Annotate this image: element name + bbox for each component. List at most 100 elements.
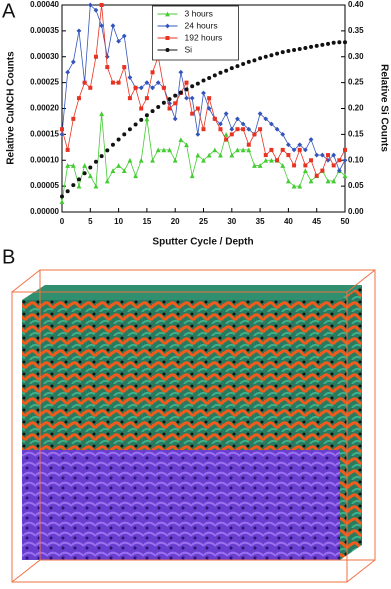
marker	[280, 50, 285, 55]
cube-front-lower	[22, 450, 340, 560]
marker	[201, 78, 206, 83]
marker	[292, 48, 297, 53]
marker	[246, 147, 252, 153]
marker	[275, 158, 280, 163]
marker	[65, 163, 71, 168]
x-tick-label: 25	[199, 217, 208, 226]
marker	[212, 147, 218, 153]
marker	[88, 85, 93, 90]
marker	[139, 106, 144, 111]
marker	[155, 147, 161, 153]
marker	[235, 147, 240, 153]
marker	[184, 95, 189, 101]
marker	[122, 65, 127, 70]
x-tick-label: 15	[142, 217, 151, 226]
marker	[195, 131, 201, 137]
x-tick-label: 10	[114, 217, 123, 226]
marker	[76, 183, 82, 189]
marker	[167, 97, 172, 102]
marker	[252, 163, 257, 168]
marker	[195, 152, 201, 158]
marker	[258, 127, 263, 132]
marker	[263, 153, 268, 158]
legend-label: 192 hours	[185, 32, 223, 42]
marker	[319, 152, 325, 158]
marker	[110, 23, 116, 29]
marker	[150, 70, 155, 75]
marker	[99, 111, 105, 117]
y2-tick-label: 0.20	[348, 104, 364, 113]
marker	[144, 113, 149, 118]
y2-tick-label: 0.10	[348, 155, 364, 164]
marker	[224, 137, 229, 142]
marker	[195, 106, 200, 111]
marker	[144, 96, 149, 101]
marker	[76, 96, 81, 101]
marker	[104, 178, 110, 184]
marker	[229, 66, 234, 71]
marker	[246, 142, 251, 147]
x-tick-label: 35	[256, 217, 265, 226]
marker	[235, 116, 240, 122]
marker	[331, 163, 336, 168]
x-tick-label: 5	[88, 217, 93, 226]
legend-label: 24 hours	[185, 20, 218, 30]
x-tick-label: 50	[341, 217, 350, 226]
marker	[138, 85, 144, 91]
marker	[274, 126, 280, 132]
marker	[184, 80, 189, 85]
marker	[303, 45, 308, 50]
marker	[343, 40, 347, 45]
marker	[116, 80, 121, 85]
marker	[263, 157, 269, 163]
marker	[314, 43, 319, 48]
marker	[269, 121, 274, 127]
marker	[302, 147, 308, 153]
marker	[59, 199, 65, 205]
marker	[110, 142, 115, 147]
marker	[201, 90, 206, 96]
marker	[320, 168, 325, 173]
marker	[165, 48, 170, 52]
marker	[87, 2, 93, 8]
marker	[144, 80, 150, 86]
marker	[150, 85, 155, 91]
marker	[218, 127, 223, 132]
marker	[235, 127, 240, 132]
marker	[167, 106, 172, 111]
marker	[195, 81, 200, 86]
y-tick-label: 0.00020	[30, 104, 59, 113]
marker	[342, 157, 348, 163]
marker	[309, 44, 314, 49]
marker	[156, 104, 161, 109]
marker	[116, 38, 121, 44]
y-tick-label: 0.00040	[30, 0, 59, 9]
volume-rendering	[11, 269, 376, 583]
marker	[207, 75, 212, 80]
marker	[308, 137, 314, 142]
marker	[76, 28, 82, 34]
marker	[165, 11, 170, 17]
marker	[320, 42, 325, 47]
y-axis-title: Relative CuNCH Counts	[6, 51, 17, 165]
marker	[331, 40, 336, 45]
marker	[314, 173, 319, 178]
y2-axis-title: Relative Si Counts	[378, 64, 389, 152]
marker	[76, 177, 81, 182]
marker	[189, 173, 195, 179]
marker	[240, 121, 246, 127]
marker	[269, 157, 274, 163]
marker	[82, 80, 87, 85]
marker	[88, 165, 93, 170]
marker	[229, 152, 235, 158]
marker	[280, 131, 286, 137]
y-tick-label: 0.00000	[30, 207, 59, 216]
marker	[326, 153, 331, 158]
marker	[189, 95, 195, 101]
marker	[336, 168, 342, 173]
y-tick-label: 0.00030	[30, 52, 59, 61]
marker	[93, 183, 99, 189]
marker	[184, 87, 189, 92]
marker	[70, 163, 76, 168]
marker	[275, 51, 280, 56]
